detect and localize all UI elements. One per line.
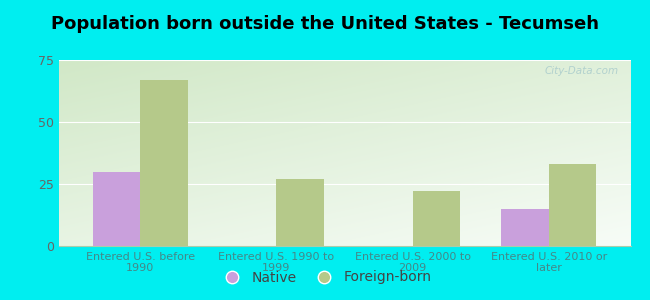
Bar [140, 80, 188, 246]
Bar [413, 191, 460, 246]
Bar [276, 179, 324, 246]
Legend: Native, Foreign-born: Native, Foreign-born [213, 265, 437, 290]
Bar [549, 164, 597, 246]
Bar [501, 209, 549, 246]
Bar [92, 172, 140, 246]
Text: City-Data.com: City-Data.com [545, 66, 619, 76]
Text: Population born outside the United States - Tecumseh: Population born outside the United State… [51, 15, 599, 33]
